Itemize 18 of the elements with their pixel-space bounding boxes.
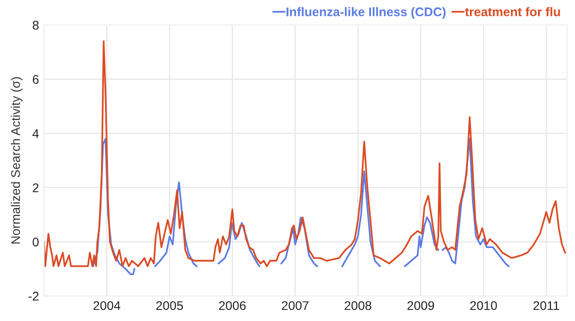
x-tick-label: 2006 (219, 301, 246, 310)
x-tick-label: 2008 (344, 301, 372, 310)
y-tick-label: -2 (28, 292, 39, 301)
y-tick-label: 8 (32, 20, 39, 30)
line-series (44, 40, 566, 268)
y-tick-label: 4 (32, 129, 39, 138)
x-tick-label: 2005 (156, 301, 183, 310)
x-tick-label: 2010 (470, 301, 497, 310)
y-tick-label: 2 (32, 183, 39, 192)
y-axis-title: Normalized Search Activity (σ) (10, 77, 22, 244)
x-tick-label: 2009 (407, 301, 434, 310)
y-tick-label: 0 (32, 238, 39, 246)
y-tick-label: 6 (32, 75, 39, 84)
legend-label: treatment for flu (465, 7, 560, 16)
x-tick-label: 2007 (282, 301, 308, 310)
x-tick-label: 2004 (94, 301, 120, 310)
x-tick-label: 2011 (533, 301, 560, 310)
legend-label: Influenza-like Illness (CDC) (286, 7, 446, 19)
